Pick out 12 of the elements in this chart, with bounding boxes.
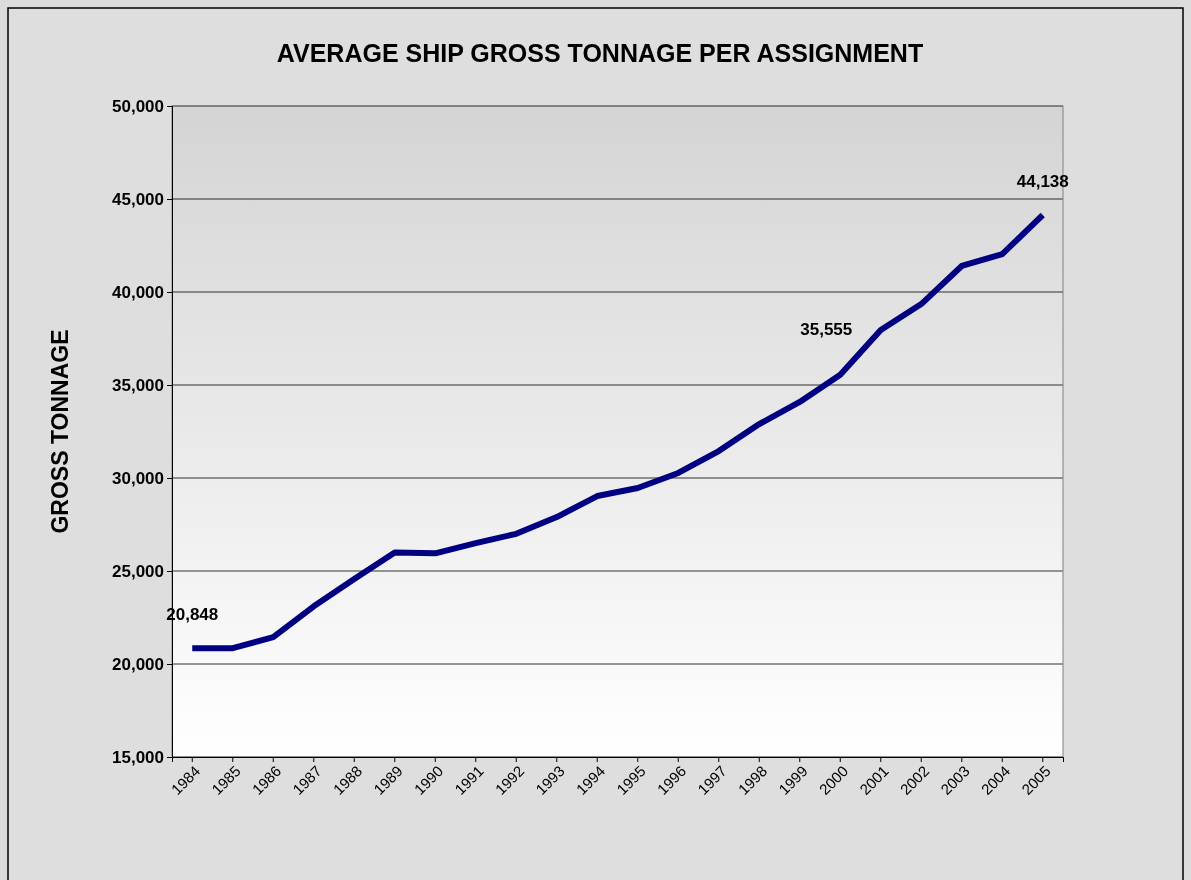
y-axis-title: GROSS TONNAGE (47, 329, 73, 534)
y-tick-label: 40,000 (112, 282, 164, 302)
y-tick-label: 20,000 (112, 654, 164, 674)
data-label: 44,138 (1016, 172, 1069, 192)
y-tick-label: 25,000 (112, 561, 164, 581)
y-tick-label: 45,000 (112, 189, 164, 209)
y-tick-label: 50,000 (112, 96, 164, 116)
chart-title: AVERAGE SHIP GROSS TONNAGE PER ASSIGNMENT (276, 39, 924, 67)
y-tick-label: 15,000 (112, 747, 164, 767)
y-tick-label: 30,000 (112, 468, 164, 488)
data-label: 35,555 (800, 319, 853, 339)
y-tick-label: 35,000 (112, 375, 164, 395)
